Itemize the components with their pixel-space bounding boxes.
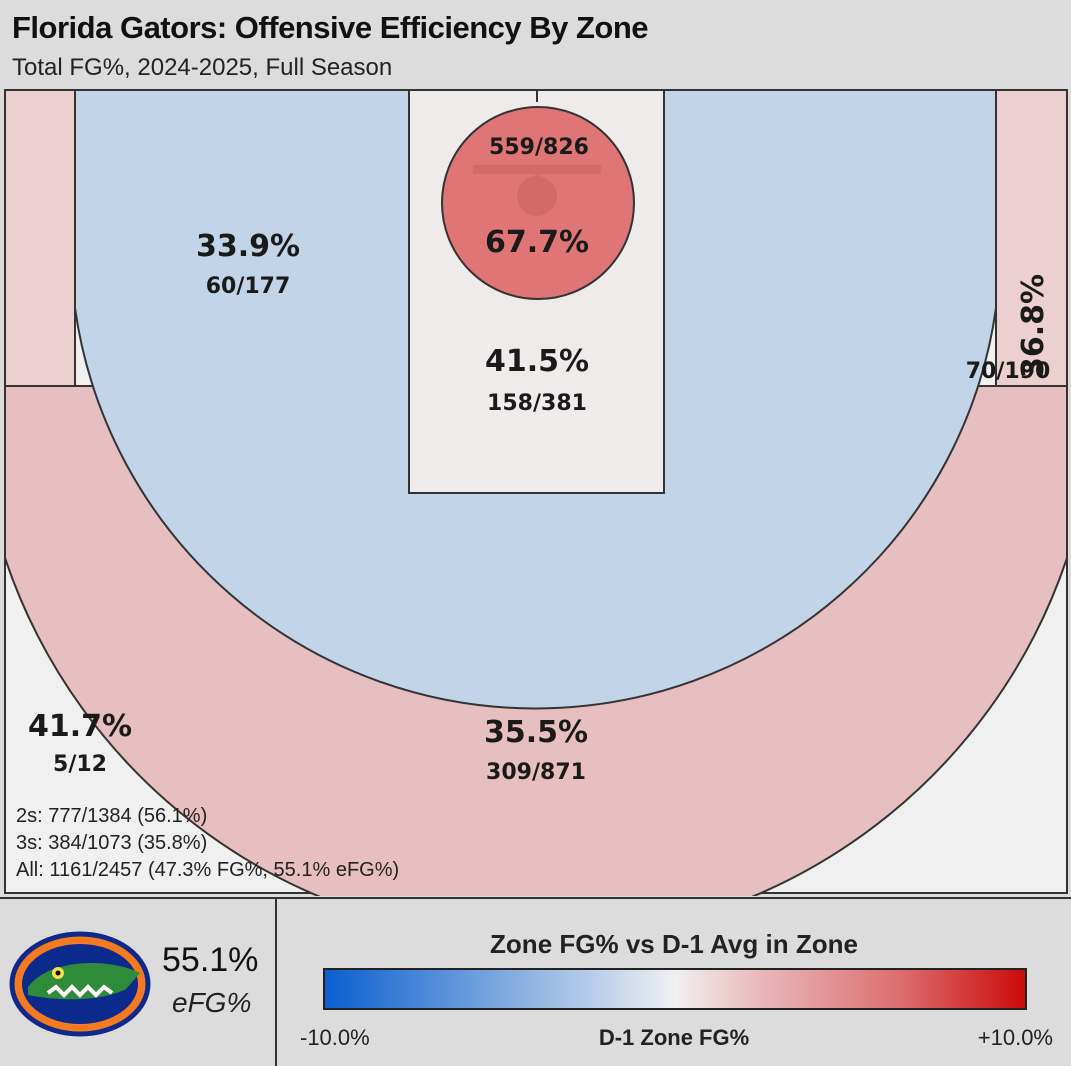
- efg-label: eFG%: [172, 987, 252, 1018]
- top-three-pct: 35.5%: [484, 715, 588, 750]
- rim-ratio: 559/826: [489, 135, 589, 160]
- chart-title: Florida Gators: Offensive Efficiency By …: [12, 10, 649, 45]
- gators-logo-icon: [9, 931, 151, 1037]
- zone-left-wing-three: [4, 89, 76, 387]
- chart-subtitle: Total FG%, 2024-2025, Full Season: [12, 54, 393, 81]
- totals-twos: 2s: 777/1384 (56.1%): [16, 805, 208, 827]
- top-three-ratio: 309/871: [486, 760, 586, 785]
- legend-title: Zone FG% vs D-1 Avg in Zone: [490, 929, 858, 959]
- right-wing-ratio: 70/190: [966, 359, 1051, 384]
- totals-all: All: 1161/2457 (47.3% FG%, 55.1% eFG%): [16, 859, 400, 881]
- legend-max-label: +10.0%: [977, 1025, 1053, 1050]
- left-corner-ratio: 5/12: [53, 752, 107, 777]
- zone-right-wing-three: [995, 89, 1068, 387]
- paint-ratio: 158/381: [487, 391, 587, 416]
- left-midrange-ratio: 60/177: [206, 274, 291, 299]
- shooting-totals: 2s: 777/1384 (56.1%) 3s: 384/1073 (35.8%…: [16, 803, 399, 884]
- legend-center-label: D-1 Zone FG%: [598, 1025, 750, 1050]
- efg-value: 55.1%: [162, 941, 259, 979]
- totals-threes: 3s: 384/1073 (35.8%): [16, 832, 208, 854]
- hoop: [517, 176, 557, 216]
- right-wing-pct: 36.8%: [1016, 274, 1051, 378]
- paint-pct: 41.5%: [485, 344, 589, 379]
- left-midrange-pct: 33.9%: [196, 229, 300, 264]
- shot-chart-court: 33.9% 60/177 559/826 67.7% 41.5% 158/381…: [4, 89, 1068, 896]
- chart-footer: 55.1% eFG% Zone FG% vs D-1 Avg in Zone -…: [0, 897, 1071, 1066]
- rim-pct: 67.7%: [485, 225, 589, 260]
- backboard: [473, 165, 601, 174]
- footer-divider: [275, 899, 277, 1066]
- legend-min-label: -10.0%: [300, 1025, 370, 1050]
- left-corner-pct: 41.7%: [28, 709, 132, 744]
- chart-header: Florida Gators: Offensive Efficiency By …: [0, 0, 1071, 88]
- legend-color-bar: [323, 968, 1027, 1010]
